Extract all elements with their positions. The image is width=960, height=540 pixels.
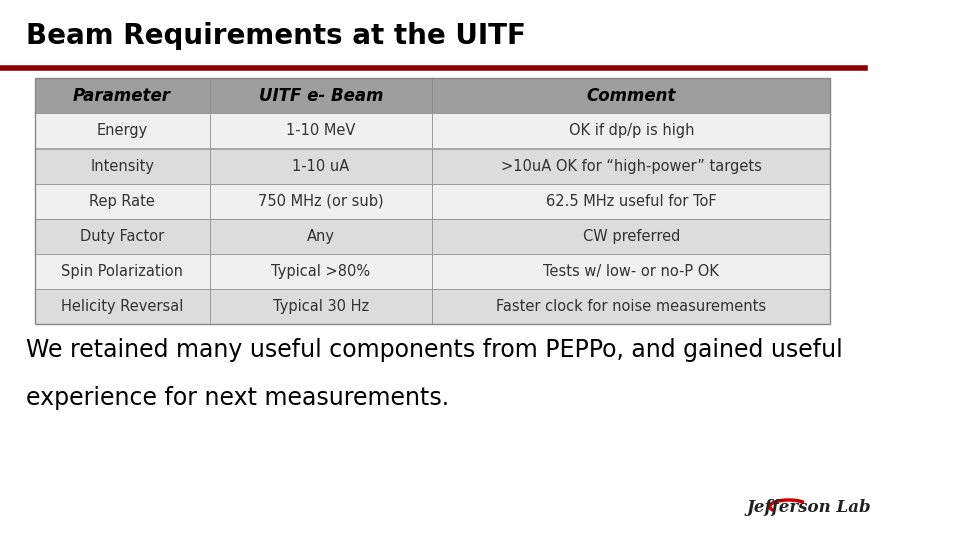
FancyBboxPatch shape	[432, 219, 830, 254]
Text: Rep Rate: Rep Rate	[89, 194, 156, 208]
FancyBboxPatch shape	[35, 78, 209, 113]
Text: Typical 30 Hz: Typical 30 Hz	[273, 299, 370, 314]
Text: We retained many useful components from PEPPo, and gained useful: We retained many useful components from …	[26, 338, 843, 361]
Text: Faster clock for noise measurements: Faster clock for noise measurements	[496, 299, 766, 314]
Text: Spin Polarization: Spin Polarization	[61, 264, 183, 279]
Text: Comment: Comment	[587, 87, 676, 105]
Text: CW preferred: CW preferred	[583, 229, 680, 244]
Text: Beam Requirements at the UITF: Beam Requirements at the UITF	[26, 22, 526, 50]
FancyBboxPatch shape	[209, 184, 432, 219]
Text: Typical >80%: Typical >80%	[272, 264, 371, 279]
FancyBboxPatch shape	[209, 289, 432, 324]
Text: 1-10 uA: 1-10 uA	[293, 159, 349, 173]
Text: Helicity Reversal: Helicity Reversal	[60, 299, 183, 314]
FancyBboxPatch shape	[209, 113, 432, 148]
FancyBboxPatch shape	[432, 289, 830, 324]
FancyBboxPatch shape	[432, 184, 830, 219]
Text: Any: Any	[307, 229, 335, 244]
Text: Parameter: Parameter	[73, 87, 171, 105]
Text: Tests w/ low- or no-P OK: Tests w/ low- or no-P OK	[543, 264, 719, 279]
FancyBboxPatch shape	[432, 113, 830, 148]
Text: OK if dp/p is high: OK if dp/p is high	[568, 124, 694, 138]
FancyBboxPatch shape	[35, 289, 209, 324]
FancyBboxPatch shape	[35, 254, 209, 289]
FancyBboxPatch shape	[35, 219, 209, 254]
FancyBboxPatch shape	[432, 148, 830, 184]
FancyBboxPatch shape	[35, 184, 209, 219]
FancyBboxPatch shape	[209, 254, 432, 289]
Text: 1-10 MeV: 1-10 MeV	[286, 124, 356, 138]
Text: Duty Factor: Duty Factor	[80, 229, 164, 244]
Text: Intensity: Intensity	[90, 159, 155, 173]
FancyBboxPatch shape	[432, 254, 830, 289]
Text: 750 MHz (or sub): 750 MHz (or sub)	[258, 194, 384, 208]
FancyBboxPatch shape	[209, 78, 432, 113]
Text: Jefferson Lab: Jefferson Lab	[746, 499, 871, 516]
Text: >10uA OK for “high-power” targets: >10uA OK for “high-power” targets	[501, 159, 762, 173]
FancyBboxPatch shape	[209, 219, 432, 254]
FancyBboxPatch shape	[35, 113, 209, 148]
Text: 62.5 MHz useful for ToF: 62.5 MHz useful for ToF	[546, 194, 717, 208]
Text: experience for next measurements.: experience for next measurements.	[26, 386, 449, 410]
Text: Energy: Energy	[97, 124, 148, 138]
Text: UITF e- Beam: UITF e- Beam	[259, 87, 383, 105]
FancyBboxPatch shape	[35, 148, 209, 184]
FancyBboxPatch shape	[432, 78, 830, 113]
FancyBboxPatch shape	[209, 148, 432, 184]
